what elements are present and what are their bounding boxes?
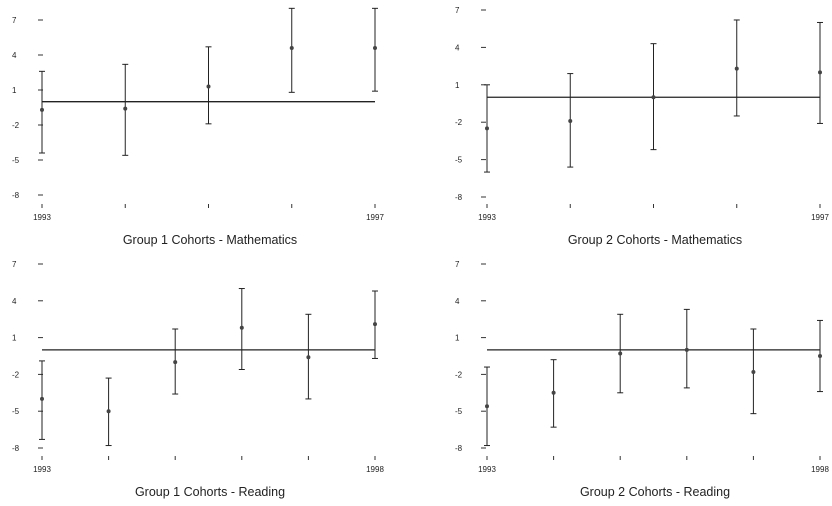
y-tick-label: 4: [12, 297, 17, 306]
chart-title: Group 1 Cohorts - Reading: [135, 485, 285, 499]
data-point: [568, 118, 573, 123]
y-tick-label: 1: [12, 334, 17, 343]
data-point: [485, 126, 489, 131]
data-point: [651, 95, 656, 100]
y-tick-label: -8: [12, 444, 20, 453]
chart-title: Group 1 Cohorts - Mathematics: [123, 233, 297, 247]
data-point: [40, 107, 44, 112]
y-tick-label: 4: [455, 297, 460, 306]
x-tick-label-start: 1993: [33, 213, 51, 222]
y-tick-label: 4: [455, 43, 460, 52]
data-point: [373, 46, 377, 50]
y-tick-label: 7: [455, 260, 460, 269]
data-point: [173, 360, 178, 365]
y-tick-label: -8: [455, 193, 463, 202]
y-tick-label: -2: [12, 121, 20, 130]
x-tick-label-end: 1998: [366, 465, 384, 474]
x-tick-label-end: 1997: [366, 213, 384, 222]
data-point: [123, 106, 128, 111]
y-tick-label: 7: [455, 6, 460, 15]
data-point: [40, 396, 44, 401]
y-tick-label: 1: [455, 334, 460, 343]
data-point: [239, 325, 244, 330]
y-tick-label: 1: [455, 81, 460, 90]
y-tick-label: 1: [12, 86, 17, 95]
data-point: [818, 354, 822, 358]
data-point: [289, 46, 294, 50]
y-tick-label: -8: [455, 444, 463, 453]
y-tick-label: -2: [12, 370, 20, 379]
data-point: [106, 409, 111, 414]
data-point: [206, 84, 211, 89]
x-tick-label-start: 1993: [33, 465, 51, 474]
data-point: [618, 351, 623, 356]
data-point: [551, 390, 556, 395]
y-tick-label: -8: [12, 191, 20, 200]
y-tick-label: -5: [455, 156, 463, 165]
y-tick-label: -5: [455, 407, 463, 416]
data-point: [306, 355, 311, 360]
y-tick-label: -5: [12, 407, 20, 416]
y-tick-label: 7: [12, 16, 17, 25]
data-point: [485, 404, 489, 409]
y-tick-label: -5: [12, 156, 20, 165]
y-tick-label: -2: [455, 370, 463, 379]
y-tick-label: 7: [12, 260, 17, 269]
data-point: [818, 70, 822, 75]
data-point: [373, 322, 377, 327]
x-tick-label-end: 1997: [811, 213, 829, 222]
x-tick-label-end: 1998: [811, 465, 829, 474]
x-tick-label-start: 1993: [478, 465, 496, 474]
data-point: [751, 369, 756, 374]
y-tick-label: -2: [455, 118, 463, 127]
data-point: [734, 66, 739, 71]
x-tick-label-start: 1993: [478, 213, 496, 222]
data-point: [684, 347, 689, 352]
chart-title: Group 2 Cohorts - Mathematics: [568, 233, 742, 247]
y-tick-label: 4: [12, 51, 17, 60]
chart-title: Group 2 Cohorts - Reading: [580, 485, 730, 499]
